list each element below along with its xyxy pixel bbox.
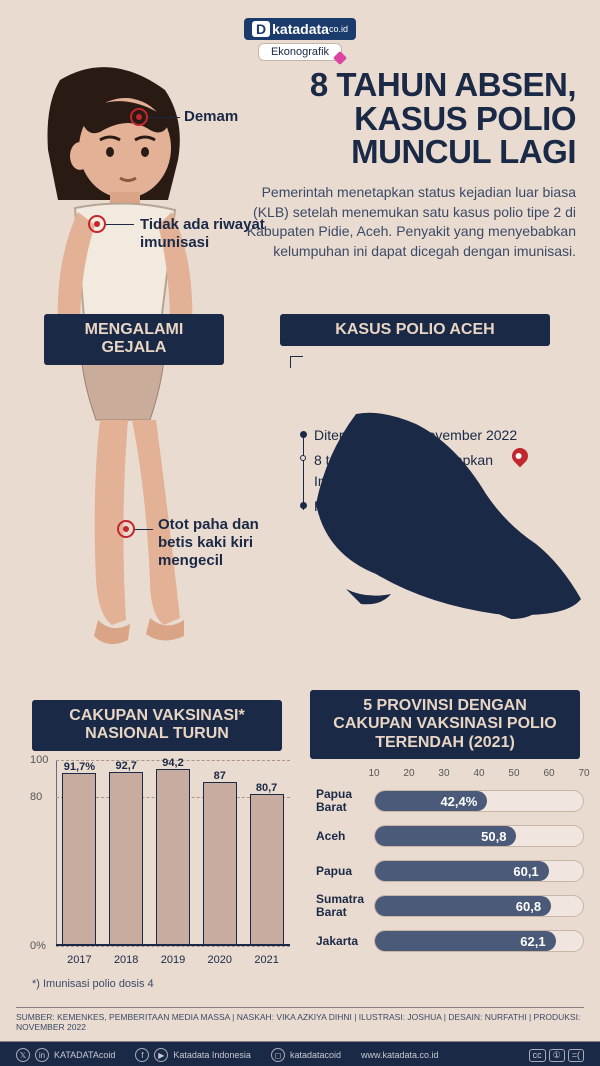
bar-value: 80,7 (245, 782, 289, 794)
logo-block: Dkatadataco.id Ekonografik (0, 0, 600, 61)
hbar-fill: 62,1 (375, 931, 556, 951)
bar (62, 773, 96, 944)
bar-value: 91,7% (57, 761, 101, 773)
youtube-icon: ▶ (154, 1048, 168, 1062)
hbar-row: Papua60,1 (316, 856, 584, 886)
leader-line (290, 356, 291, 368)
aceh-map (306, 404, 586, 624)
handle: katadatacoid (290, 1050, 341, 1060)
hbar-row: Aceh50,8 (316, 821, 584, 851)
subtitle: Pemerintah menetapkan status kejadian lu… (236, 183, 576, 261)
instagram-icon: ◻ (271, 1048, 285, 1062)
bar (109, 772, 143, 944)
marker-leg (117, 520, 135, 538)
bar-year: 2021 (245, 954, 289, 966)
bar (203, 782, 237, 944)
hbar-row: Jakarta62,1 (316, 926, 584, 956)
marker-line (135, 529, 153, 530)
linkedin-icon: in (35, 1048, 49, 1062)
hbar-label: Sumatra Barat (316, 893, 374, 918)
hbar-fill: 60,8 (375, 896, 551, 916)
twitter-icon: 𝕏 (16, 1048, 30, 1062)
marker-label-demam: Demam (184, 108, 238, 126)
heading-nasional: CAKUPAN VAKSINASI* NASIONAL TURUN (32, 700, 282, 751)
bar-year: 2017 (57, 954, 101, 966)
hbar-fill: 60,1 (375, 861, 549, 881)
attribution: SUMBER: KEMENKES, PEMBERITAAN MEDIA MASS… (16, 1007, 584, 1032)
title-block: 8 TAHUN ABSEN, KASUS POLIO MUNCUL LAGI P… (236, 68, 576, 261)
marker-label-imunisasi: Tidak ada riwayat imunisasi (140, 216, 270, 252)
marker-label-otot: Otot paha dan betis kaki kiri mengecil (158, 516, 288, 570)
hbar-row: Papua Barat42,4% (316, 786, 584, 816)
hbar-fill: 42,4% (375, 791, 487, 811)
website: www.katadata.co.id (361, 1050, 439, 1060)
bar (250, 794, 284, 944)
bar-year: 2019 (151, 954, 195, 966)
hbar-label: Papua (316, 865, 374, 878)
brand-logo: Dkatadataco.id (244, 18, 356, 40)
bar-year: 2020 (198, 954, 242, 966)
marker-line (148, 117, 180, 118)
bar-value: 87 (198, 770, 242, 782)
marker-arm (88, 215, 106, 233)
heading-provinsi: 5 PROVINSI DENGAN CAKUPAN VAKSINASI POLI… (310, 690, 580, 759)
bar-value: 92,7 (104, 760, 148, 772)
license-icons: cc①=( (529, 1049, 584, 1062)
hbar-label: Papua Barat (316, 788, 374, 813)
bar (156, 769, 190, 944)
facebook-icon: f (135, 1048, 149, 1062)
marker-forehead (130, 108, 148, 126)
chart-footnote: *) Imunisasi polio dosis 4 (32, 978, 154, 990)
main-title: 8 TAHUN ABSEN, KASUS POLIO MUNCUL LAGI (236, 68, 576, 169)
handle: KATADATAcoid (54, 1050, 115, 1060)
hbar-row: Sumatra Barat60,8 (316, 891, 584, 921)
marker-line (106, 224, 134, 225)
bar-value: 94,2 (151, 757, 195, 769)
footer: 𝕏 in KATADATAcoid f ▶ Katadata Indonesia… (0, 1041, 600, 1066)
hbar-chart-provinsi: 10203040506070 Papua Barat42,4%Aceh50,8P… (316, 768, 584, 961)
bar-chart-nasional: 0%8010091,7%201792,7201894,2201987202080… (30, 760, 290, 970)
map-label-aceh: ACEH (500, 498, 543, 515)
bar-year: 2018 (104, 954, 148, 966)
hbar-fill: 50,8 (375, 826, 516, 846)
heading-kasus: KASUS POLIO ACEH (280, 314, 550, 346)
heading-gejala: MENGALAMI GEJALA (44, 314, 224, 365)
hbar-label: Jakarta (316, 935, 374, 948)
hbar-label: Aceh (316, 830, 374, 843)
tagline: Ekonografik (258, 43, 342, 61)
handle: Katadata Indonesia (173, 1050, 251, 1060)
